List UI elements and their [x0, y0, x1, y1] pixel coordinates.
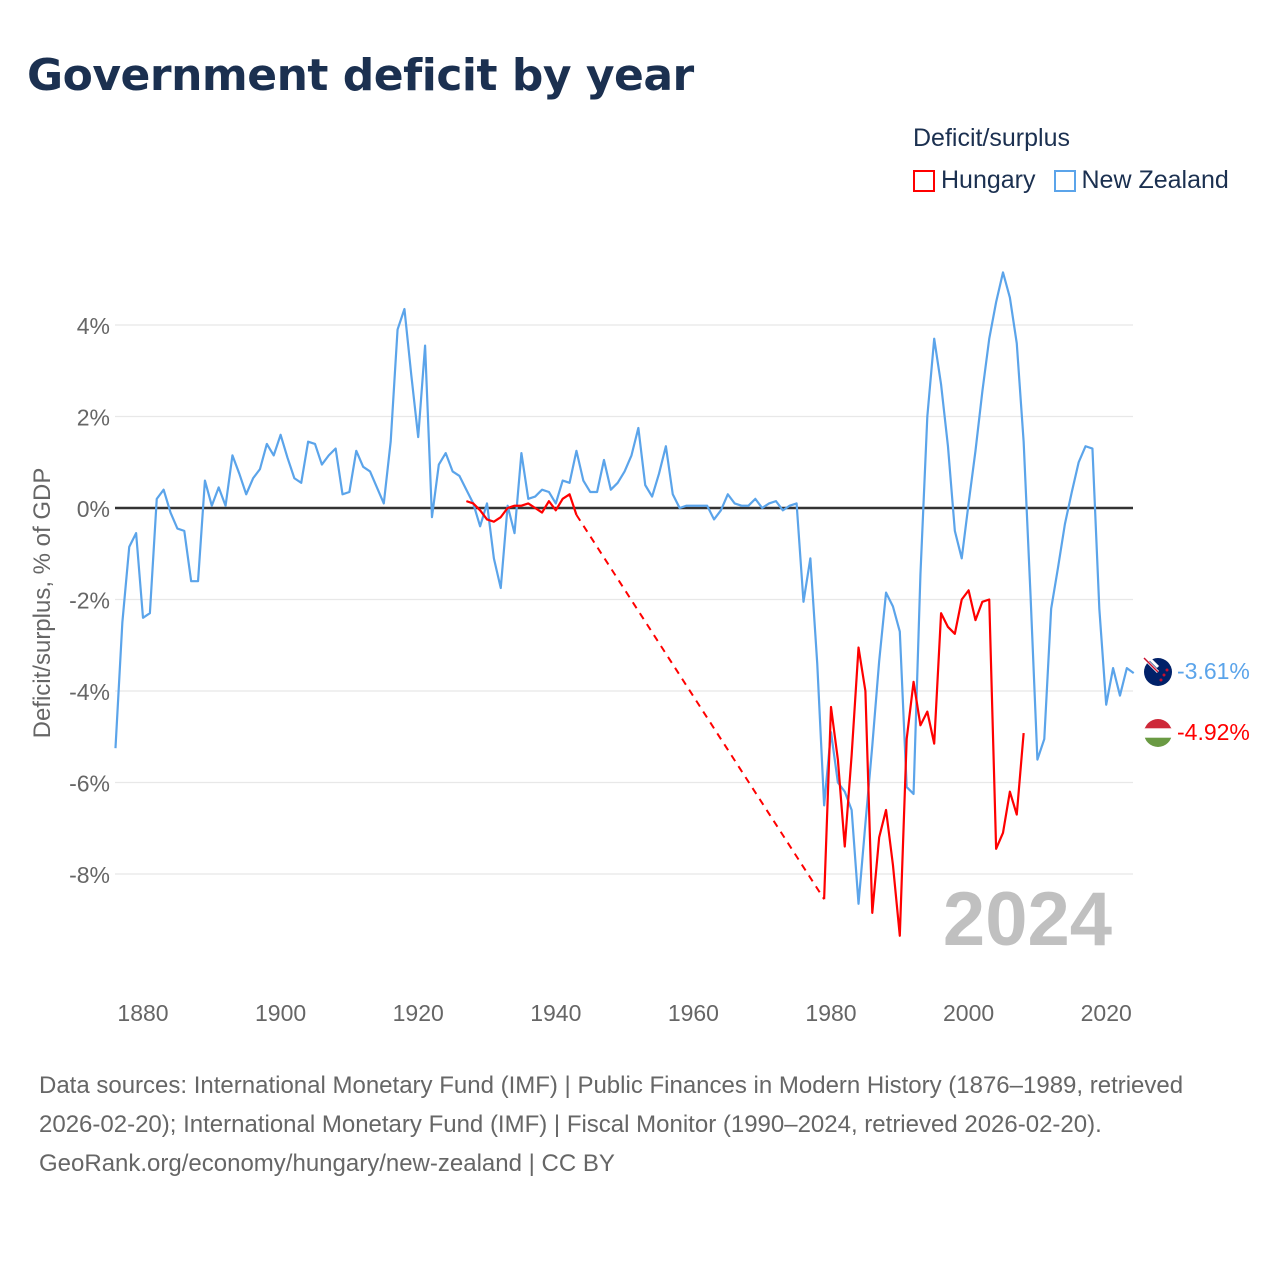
y-tick-label: -8% [69, 862, 110, 888]
end-label-new-zealand: -3.61% [1177, 658, 1250, 684]
hungary-flag-icon [1144, 719, 1172, 747]
legend-item-hungary[interactable]: Hungary [913, 166, 1036, 195]
x-tick-label: 1900 [255, 1000, 306, 1026]
new-zealand-series-line [114, 271, 1135, 905]
legend-title: Deficit/surplus [913, 124, 1070, 152]
data-sources: Data sources: International Monetary Fun… [39, 1072, 1184, 1138]
page-title: Government deficit by year [27, 50, 694, 101]
footer: Data sources: International Monetary Fun… [39, 1066, 1249, 1183]
legend-label-hungary: Hungary [941, 166, 1036, 194]
x-tick-label: 1940 [530, 1000, 581, 1026]
x-tick-label: 1980 [805, 1000, 856, 1026]
hungary-series-line [823, 589, 1025, 937]
watermark-year: 2024 [943, 877, 1112, 962]
legend-label-new-zealand: New Zealand [1081, 166, 1229, 194]
new-zealand-flag-icon [1142, 656, 1172, 686]
legend-swatch-new-zealand [1053, 169, 1076, 192]
x-tick-label: 1880 [117, 1000, 168, 1026]
y-tick-label: -6% [69, 771, 110, 797]
y-tick-label: -4% [69, 679, 110, 705]
legend: Hungary New Zealand [913, 166, 1229, 195]
y-tick-label: 2% [77, 405, 110, 431]
legend-swatch-hungary [913, 169, 935, 192]
y-tick-label: 0% [77, 496, 110, 522]
y-tick-label: -2% [69, 588, 110, 614]
x-tick-label: 1920 [393, 1000, 444, 1026]
y-axis-label: Deficit/surplus, % of GDP [29, 468, 56, 739]
hungary-gap-line [575, 514, 825, 900]
end-label-hungary: -4.92% [1177, 719, 1250, 745]
x-tick-label: 2020 [1081, 1000, 1132, 1026]
y-tick-label: 4% [77, 313, 110, 339]
x-tick-label: 2000 [943, 1000, 994, 1026]
x-tick-label: 1960 [668, 1000, 719, 1026]
hungary-series-line [466, 493, 578, 523]
credit-link[interactable]: GeoRank.org/economy/hungary/new-zealand … [39, 1150, 615, 1177]
legend-item-new-zealand[interactable]: New Zealand [1053, 166, 1229, 195]
